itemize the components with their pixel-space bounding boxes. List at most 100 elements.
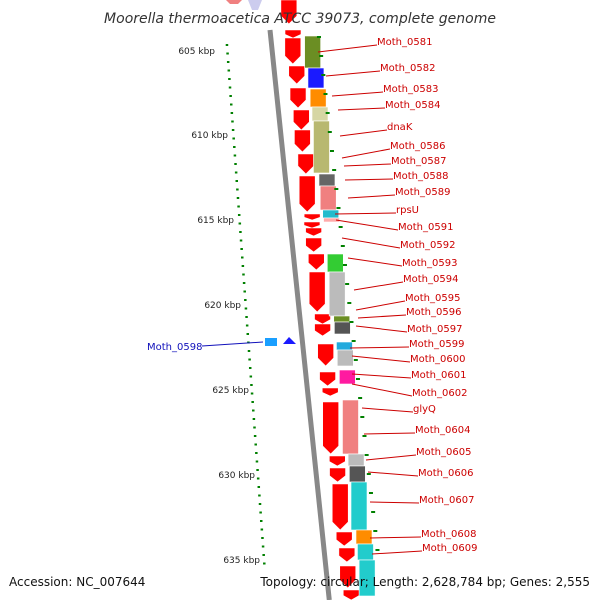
- cog-color-box: [323, 217, 340, 223]
- gene-label-moth-0594[interactable]: Moth_0594: [403, 274, 458, 285]
- gene-label-moth-0606[interactable]: Moth_0606: [418, 468, 473, 479]
- cog-color-box: [311, 106, 329, 122]
- partial-gene-top-left: [226, 0, 242, 4]
- ruler-dot: [236, 197, 240, 199]
- forward-gene-arrow: [305, 227, 322, 237]
- ruler-dot: [253, 435, 257, 437]
- gene-label-moth-0589[interactable]: Moth_0589: [395, 187, 450, 198]
- strip-tick: [340, 245, 345, 247]
- gene-label-moth-0604[interactable]: Moth_0604: [415, 425, 470, 436]
- ruler-dot: [254, 443, 257, 446]
- gene-label-moth-0596[interactable]: Moth_0596: [406, 307, 461, 318]
- ruler-dot: [248, 358, 251, 361]
- cog-color-box: [336, 349, 354, 367]
- gene-label-moth-0609[interactable]: Moth_0609: [422, 543, 477, 554]
- forward-gene-arrow: [339, 565, 357, 589]
- accession-text: Accession: NC_007644: [9, 575, 145, 589]
- gene-label-leader: [331, 91, 384, 97]
- gene-label-leader: [341, 237, 401, 249]
- gene-label-moth-0588[interactable]: Moth_0588: [393, 171, 448, 182]
- forward-gene-arrow: [338, 547, 356, 563]
- gene-label-moth-0602[interactable]: Moth_0602: [412, 388, 467, 399]
- forward-gene-arrow: [284, 37, 302, 65]
- gene-label-rpsu[interactable]: rpsU: [396, 205, 419, 216]
- gene-label-leader: [344, 178, 394, 181]
- topology-text: Topology: circular; Length: 2,628,784 bp…: [259, 575, 590, 589]
- strip-tick: [373, 530, 378, 532]
- strip-tick: [321, 74, 326, 76]
- gene-label-moth-0584[interactable]: Moth_0584: [385, 100, 440, 111]
- gene-label-leader: [365, 454, 417, 461]
- ruler-dot: [255, 452, 258, 454]
- strip-tick: [345, 283, 350, 285]
- ruler-label-630: 630 kbp: [218, 471, 255, 481]
- forward-gene-arrow: [284, 29, 302, 39]
- gene-label-leader: [355, 300, 406, 311]
- ruler-dot: [227, 69, 231, 72]
- gene-label-moth-0595[interactable]: Moth_0595: [405, 293, 460, 304]
- gene-label-moth-0608[interactable]: Moth_0608: [421, 529, 476, 540]
- cog-color-box: [334, 321, 351, 335]
- forward-gene-arrow: [303, 221, 321, 229]
- forward-gene-arrow: [293, 109, 310, 131]
- ruler-dot: [233, 146, 236, 148]
- forward-gene-arrow: [307, 253, 325, 271]
- gene-label-moth-0599[interactable]: Moth_0599: [409, 339, 464, 350]
- strip-tick: [347, 302, 352, 304]
- ruler-label-615: 615 kbp: [197, 216, 234, 226]
- ruler-label-635: 635 kbp: [223, 556, 260, 566]
- ruler-dot: [257, 486, 261, 488]
- strip-tick: [360, 416, 365, 418]
- cog-color-box: [349, 465, 366, 483]
- gene-label-moth-0591[interactable]: Moth_0591: [398, 222, 453, 233]
- map-title: Moorella thermoacetica ATCC 39073, compl…: [104, 11, 496, 27]
- gene-label-moth-0593[interactable]: Moth_0593: [402, 258, 457, 269]
- gene-label-leader: [363, 432, 416, 435]
- forward-gene-arrow: [319, 371, 336, 387]
- gene-label-moth-0586[interactable]: Moth_0586: [390, 141, 445, 152]
- gene-label-leader: [351, 355, 411, 363]
- gene-label-leader: [343, 163, 392, 167]
- gene-label-moth-0601[interactable]: Moth_0601: [411, 370, 466, 381]
- ruler-dot: [258, 494, 261, 497]
- gene-label-moth-0581[interactable]: Moth_0581: [377, 37, 432, 48]
- ruler-dot: [263, 562, 266, 565]
- ruler-dot: [255, 460, 259, 463]
- gene-label-moth-0582[interactable]: Moth_0582: [380, 63, 435, 74]
- gene-label-moth-0598[interactable]: Moth_0598: [147, 342, 202, 353]
- ruler-dot: [244, 299, 247, 301]
- ruler-dot: [261, 537, 264, 539]
- ruler-dot: [234, 163, 237, 165]
- gene-label-glyq[interactable]: glyQ: [413, 404, 436, 415]
- gene-label-leader: [369, 536, 422, 539]
- cog-color-box: [307, 67, 325, 89]
- gene-label-leader: [371, 550, 423, 555]
- gene-label-leader: [355, 325, 408, 333]
- gene-label-leader: [367, 471, 419, 477]
- gene-label-moth-0583[interactable]: Moth_0583: [383, 84, 438, 95]
- strip-tick: [338, 226, 343, 228]
- strip-tick: [334, 188, 339, 190]
- forward-gene-arrow: [288, 65, 306, 85]
- forward-gene-arrow: [321, 387, 339, 397]
- forward-gene-arrow: [331, 483, 349, 531]
- forward-gene-arrow: [289, 87, 307, 109]
- cog-color-box: [339, 369, 356, 385]
- ruler-dot: [244, 307, 248, 310]
- gene-label-moth-0607[interactable]: Moth_0607: [419, 495, 474, 506]
- ruler-dot: [259, 520, 263, 522]
- gene-label-moth-0597[interactable]: Moth_0597: [407, 324, 462, 335]
- reverse-gene-arrow: [283, 337, 296, 344]
- ruler-dot: [226, 52, 229, 55]
- gene-label-dnak[interactable]: dnaK: [387, 122, 413, 133]
- reverse-label-leader: [201, 341, 264, 347]
- gene-label-moth-0600[interactable]: Moth_0600: [410, 354, 465, 365]
- gene-label-moth-0587[interactable]: Moth_0587: [391, 156, 446, 167]
- gene-label-leader: [349, 346, 410, 349]
- ruler-dot: [253, 426, 256, 429]
- cog-color-box: [342, 399, 359, 455]
- gene-label-moth-0605[interactable]: Moth_0605: [416, 447, 471, 458]
- cog-color-box: [350, 481, 368, 531]
- gene-label-moth-0592[interactable]: Moth_0592: [400, 240, 455, 251]
